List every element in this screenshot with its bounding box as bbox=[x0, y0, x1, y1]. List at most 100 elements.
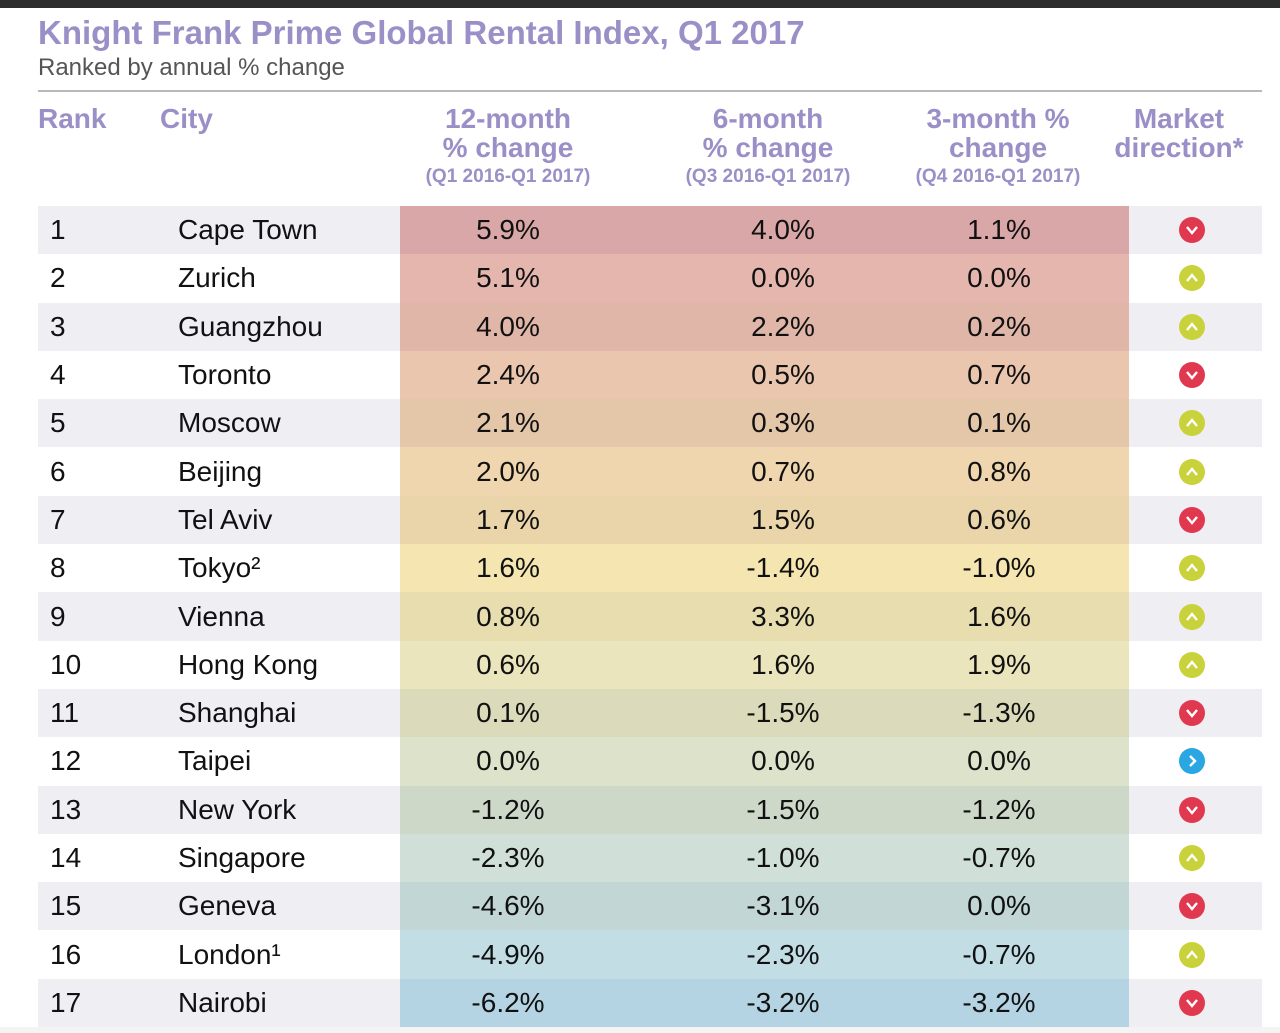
arrow-down-icon bbox=[1179, 506, 1205, 533]
market-direction-cell bbox=[1178, 254, 1206, 302]
three-month-change-cell: 0.0% bbox=[967, 745, 1031, 777]
market-direction-cell bbox=[1178, 882, 1206, 930]
rank-cell: 10 bbox=[50, 648, 82, 680]
six-month-change-cell: 1.5% bbox=[751, 503, 815, 535]
six-month-change-cell: 0.0% bbox=[751, 262, 815, 294]
six-month-change-cell: 4.0% bbox=[751, 214, 815, 246]
twelve-month-change-cell: -6.2% bbox=[471, 986, 545, 1018]
market-direction-cell bbox=[1178, 592, 1206, 640]
arrow-down-icon bbox=[1179, 700, 1205, 727]
header-market-direction: Market direction* bbox=[1104, 104, 1254, 162]
rank-cell: 13 bbox=[50, 793, 82, 825]
market-direction-cell bbox=[1178, 447, 1206, 495]
twelve-month-change-cell: 2.0% bbox=[476, 455, 540, 487]
top-bar bbox=[0, 0, 1280, 8]
heat-band bbox=[400, 882, 1129, 931]
six-month-change-cell: 0.0% bbox=[751, 745, 815, 777]
table-row: 12 Taipei 0.0% 0.0% 0.0% bbox=[38, 737, 1262, 786]
six-month-change-cell: -1.5% bbox=[746, 793, 820, 825]
three-month-change-cell: -0.7% bbox=[962, 938, 1036, 970]
rank-cell: 12 bbox=[50, 745, 82, 777]
heat-band bbox=[400, 350, 1129, 400]
arrow-up-icon bbox=[1179, 265, 1205, 292]
city-cell: Beijing bbox=[178, 455, 263, 487]
table-row: 14 Singapore -2.3% -1.0% -0.7% bbox=[38, 833, 1262, 883]
six-month-change-cell: -1.4% bbox=[746, 552, 820, 584]
city-cell: New York bbox=[178, 793, 297, 825]
arrow-down-icon bbox=[1179, 362, 1205, 389]
market-direction-cell bbox=[1178, 496, 1206, 544]
city-cell: Hong Kong bbox=[178, 648, 319, 680]
six-month-change-cell: 1.6% bbox=[751, 648, 815, 680]
city-cell: London¹ bbox=[178, 938, 281, 970]
six-month-change-cell: -1.5% bbox=[746, 697, 820, 729]
market-direction-cell bbox=[1178, 786, 1206, 834]
table-row: 1 Cape Town 5.9% 4.0% 1.1% bbox=[38, 206, 1262, 255]
three-month-change-cell: -3.2% bbox=[962, 986, 1036, 1018]
six-month-change-cell: 0.5% bbox=[751, 359, 815, 391]
arrow-down-icon bbox=[1179, 217, 1205, 244]
table-row: 6 Beijing 2.0% 0.7% 0.8% bbox=[38, 447, 1262, 496]
header-6-month-period: (Q3 2016-Q1 2017) bbox=[685, 166, 851, 187]
arrow-up-icon bbox=[1179, 941, 1205, 968]
city-cell: Taipei bbox=[178, 745, 252, 777]
market-direction-cell bbox=[1178, 834, 1206, 882]
market-direction-cell bbox=[1178, 979, 1206, 1027]
rank-cell: 8 bbox=[50, 552, 66, 584]
market-direction-cell bbox=[1178, 303, 1206, 351]
header-rule bbox=[38, 90, 1262, 92]
arrow-up-icon bbox=[1179, 313, 1205, 340]
three-month-change-cell: -1.2% bbox=[962, 793, 1036, 825]
rank-cell: 14 bbox=[50, 842, 82, 873]
city-cell: Guangzhou bbox=[178, 310, 323, 342]
city-cell: Tokyo² bbox=[178, 552, 261, 584]
six-month-change-cell: 0.3% bbox=[751, 407, 815, 439]
arrow-up-icon bbox=[1179, 555, 1205, 582]
table-row: 15 Geneva -4.6% -3.1% 0.0% bbox=[38, 882, 1262, 931]
header-rank: Rank bbox=[38, 103, 107, 134]
twelve-month-change-cell: 1.7% bbox=[476, 503, 540, 535]
twelve-month-change-cell: 0.1% bbox=[476, 697, 540, 729]
rank-cell: 2 bbox=[50, 262, 66, 294]
three-month-change-cell: 1.1% bbox=[967, 214, 1031, 246]
header-3-month-line2: change bbox=[948, 132, 1048, 163]
header-market-line2: direction* bbox=[1114, 132, 1244, 163]
heat-band bbox=[400, 447, 1129, 496]
six-month-change-cell: -3.1% bbox=[746, 890, 820, 922]
arrow-up-icon bbox=[1179, 651, 1205, 678]
arrow-up-icon bbox=[1179, 845, 1205, 871]
header-3-month-period: (Q4 2016-Q1 2017) bbox=[915, 166, 1081, 187]
city-cell: Geneva bbox=[178, 890, 277, 922]
table-row: 3 Guangzhou 4.0% 2.2% 0.2% bbox=[38, 302, 1262, 351]
heat-band bbox=[400, 592, 1129, 641]
twelve-month-change-cell: -2.3% bbox=[471, 842, 545, 873]
header-city: City bbox=[160, 103, 213, 134]
arrow-down-icon bbox=[1179, 989, 1205, 1016]
table-row: 9 Vienna 0.8% 3.3% 1.6% bbox=[38, 592, 1262, 641]
arrow-down-icon bbox=[1179, 893, 1205, 920]
three-month-change-cell: 0.2% bbox=[967, 310, 1031, 342]
market-direction-cell bbox=[1178, 641, 1206, 689]
city-cell: Toronto bbox=[178, 359, 272, 391]
three-month-change-cell: 1.6% bbox=[967, 600, 1031, 632]
arrow-up-icon bbox=[1179, 410, 1205, 437]
heat-band bbox=[400, 206, 1129, 255]
city-cell: Cape Town bbox=[178, 214, 318, 246]
city-cell: Nairobi bbox=[178, 986, 267, 1018]
rental-index-table: 1 Cape Town 5.9% 4.0% 1.1% 2 Zurich 5.1% 0.0% 0.0… bbox=[38, 206, 1262, 1028]
heat-band bbox=[400, 302, 1129, 351]
page-subtitle: Ranked by annual % change bbox=[38, 54, 345, 81]
heat-band bbox=[400, 833, 1129, 883]
market-direction-cell bbox=[1178, 737, 1206, 785]
header-12-month: 12-month % change (Q1 2016-Q1 2017) bbox=[400, 104, 616, 192]
city-cell: Tel Aviv bbox=[178, 503, 273, 535]
three-month-change-cell: 0.7% bbox=[967, 359, 1031, 391]
rank-cell: 6 bbox=[50, 455, 66, 487]
heat-band bbox=[400, 978, 1129, 1028]
heat-band bbox=[400, 930, 1129, 979]
three-month-change-cell: 0.1% bbox=[967, 407, 1031, 439]
header-3-month-line1: 3-month % bbox=[926, 103, 1070, 134]
rank-cell: 11 bbox=[50, 697, 80, 729]
market-direction-cell bbox=[1178, 206, 1206, 254]
table-row: 13 New York -1.2% -1.5% -1.2% bbox=[38, 785, 1262, 834]
